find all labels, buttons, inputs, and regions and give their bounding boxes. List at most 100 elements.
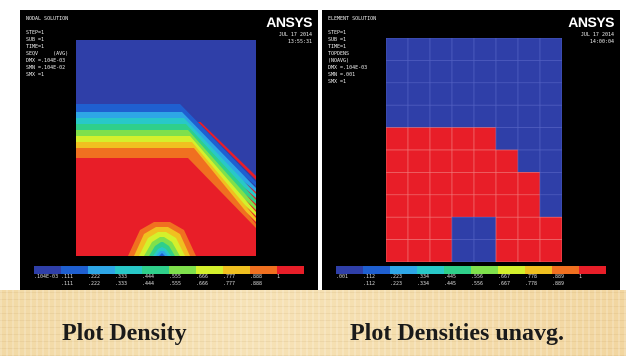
legend-tick-label: .223 [390,274,403,280]
legend-swatch [498,266,525,274]
element-cell-void [495,38,519,61]
element-cell-void [429,38,453,61]
legend-tick-label: .556 [471,281,484,287]
date-line: JUL 17 2014 [580,32,614,38]
element-cell-void [517,60,541,84]
caption-band [0,290,626,356]
legend-tick-label: .334 [417,274,430,280]
header-line [26,23,68,30]
element-cell-full-density [386,239,409,262]
element-cell-void [407,104,431,128]
legend-tick-label: .333 [115,274,128,280]
legend-tick-label: .889 [552,274,565,280]
legend-swatch [444,266,471,274]
legend-tick-label: .445 [444,274,457,280]
element-cell-void [451,239,475,262]
element-cell-void [517,38,541,61]
ansys-logo-text: ANSYS [568,14,614,30]
legend-tick-label: .111 [61,274,74,280]
element-cell-full-density [386,194,409,218]
element-cell-full-density [451,172,475,196]
header-line: TIME=1 [328,44,347,50]
legend-swatch [525,266,552,274]
header-line: SEQV (AVG) [26,51,69,57]
legend-tick-label: .888 [250,274,263,280]
legend-swatch [196,266,223,274]
element-cell-void [539,172,562,196]
element-cell-void [495,104,519,128]
element-cell-full-density [407,149,431,173]
legend-swatch [390,266,417,274]
legend-tick-label: .333 [115,281,128,287]
element-cell-full-density [407,172,431,196]
date-line: 14:00:04 [589,39,614,45]
ansys-logo: ANSYS [266,14,312,30]
legend-tick-label: .555 [169,281,182,287]
element-cell-void [517,149,541,173]
element-cell-full-density [429,149,453,173]
legend-tick-label: .889 [552,281,565,287]
header-line: TIME=1 [26,44,45,50]
legend-tick-label: .444 [142,281,155,287]
legend-tick-label: .111 [61,281,74,287]
element-cell-void [517,104,541,128]
legend-swatch [142,266,169,274]
element-cell-full-density [517,172,541,196]
legend-swatch [579,266,606,274]
element-cell-void [451,38,475,61]
legend-tick-label: .112 [363,281,376,287]
element-cell-full-density [473,172,497,196]
legend-tick-label: .001 [336,274,349,280]
color-legend-bar [336,266,606,274]
header-line: SMN =.001 [328,72,356,78]
header-line: SMN =.104E-02 [26,65,66,71]
legend-tick-label: .888 [250,281,263,287]
element-cell-void [495,82,519,106]
color-legend-bar [34,266,304,274]
ansys-logo: ANSYS [568,14,614,30]
header-line: STEP=1 [26,30,45,36]
legend-swatch [363,266,390,274]
legend-swatch [169,266,196,274]
element-cell-void [495,127,519,151]
element-solution-panel: ELEMENT SOLUTION STEP=1 SUB =1 TIME=1 TOPDE… [322,10,620,290]
element-cell-full-density [539,239,562,262]
element-cell-void [429,60,453,84]
element-cell-full-density [429,194,453,218]
element-cell-full-density [386,172,409,196]
element-cell-full-density [539,216,562,240]
legend-swatch [417,266,444,274]
element-cell-void [386,104,409,128]
legend-swatch [250,266,277,274]
legend-tick-label: .667 [498,281,511,287]
legend-tick-label: .556 [471,274,484,280]
nodal-solution-panel: NODAL SOLUTION STEP=1 SUB =1 TIME=1 SEQV (A… [20,10,318,290]
contour-plot-avg [76,40,256,256]
element-cell-full-density [451,194,475,218]
element-cell-full-density [473,127,497,151]
header-line: SMX =1 [26,72,45,78]
element-cell-void [517,127,541,151]
element-cell-full-density [473,194,497,218]
element-cell-void [429,104,453,128]
element-cell-full-density [473,149,497,173]
legend-tick-label: .666 [196,274,209,280]
header-line: ELEMENT SOLUTION [328,16,377,22]
header-line: NODAL SOLUTION [26,16,69,22]
nodal-solution-header: NODAL SOLUTION STEP=1 SUB =1 TIME=1 SEQV (A… [26,16,68,79]
legend-swatch [336,266,363,274]
header-line: (NOAVG) [328,58,350,64]
timestamp: JUL 17 2014 13:55:31 [279,32,312,46]
element-cell-full-density [451,127,475,151]
element-cell-void [495,60,519,84]
element-cell-full-density [407,194,431,218]
element-cell-full-density [495,194,519,218]
element-cell-void [386,82,409,106]
element-cell-full-density [517,216,541,240]
element-cell-void [386,60,409,84]
element-cell-full-density [451,149,475,173]
legend-swatch [277,266,304,274]
legend-tick-label: .104E-03 [34,274,59,280]
element-cell-void [473,216,497,240]
legend-tick-label: .777 [223,281,236,287]
